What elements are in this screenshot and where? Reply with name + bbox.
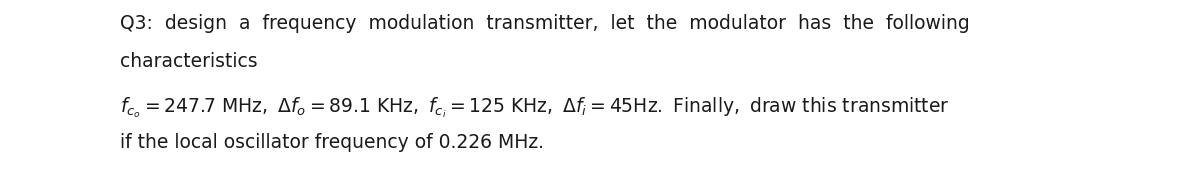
Text: characteristics: characteristics <box>120 52 258 71</box>
Text: if the local oscillator frequency of 0.226 MHz.: if the local oscillator frequency of 0.2… <box>120 133 544 152</box>
Text: $f_{c_o} = 247.7\ \mathrm{MHz},\ \Delta f_o = 89.1\ \mathrm{KHz},\ f_{c_i} = 125: $f_{c_o} = 247.7\ \mathrm{MHz},\ \Delta … <box>120 95 949 120</box>
Text: Q3:  design  a  frequency  modulation  transmitter,  let  the  modulator  has  t: Q3: design a frequency modulation transm… <box>120 14 970 33</box>
